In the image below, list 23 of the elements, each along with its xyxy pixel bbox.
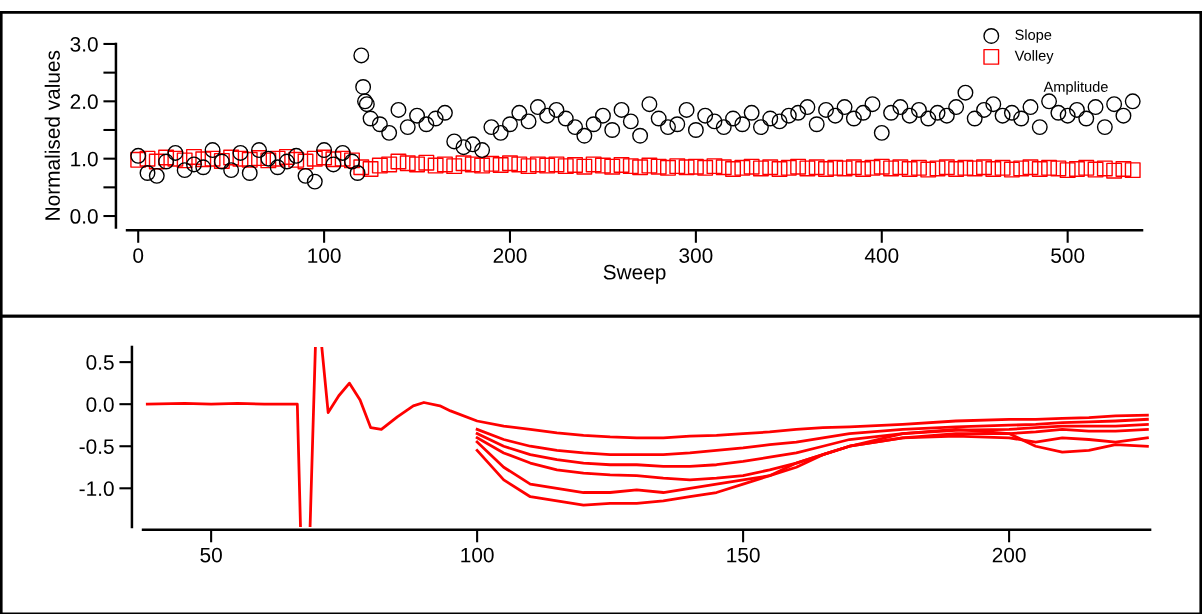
- y-tick-label: -1.0: [79, 481, 114, 497]
- x-tick-label: 300: [679, 248, 713, 263]
- y-tick-label: 0.0: [70, 209, 98, 224]
- legend-label: Slope: [1015, 29, 1052, 43]
- y-tick-label: 1.0: [71, 151, 98, 167]
- x-tick-label: 150: [727, 547, 760, 563]
- y-tick-label: 3.0: [70, 36, 98, 52]
- y-axis-title: Normalised values: [44, 50, 60, 220]
- x-tick-label: 0: [133, 248, 144, 263]
- x-tick-label: 200: [493, 248, 527, 263]
- y-tick-label: 0.5: [86, 355, 114, 370]
- x-tick-label: 50: [200, 547, 222, 563]
- x-tick-label: 100: [461, 547, 494, 563]
- y-tick-label: 0.0: [86, 397, 114, 412]
- legend-label: Volley: [1014, 50, 1054, 64]
- x-axis-title: Sweep: [603, 264, 666, 284]
- y-tick-label: 2.0: [70, 94, 98, 110]
- annotation: Amplitude: [1043, 81, 1108, 95]
- x-tick-label: 500: [1051, 248, 1085, 263]
- x-tick-label: 400: [864, 248, 899, 263]
- x-tick-label: 200: [992, 547, 1026, 563]
- x-tick-label: 100: [308, 248, 341, 263]
- y-tick-label: -0.5: [79, 439, 114, 454]
